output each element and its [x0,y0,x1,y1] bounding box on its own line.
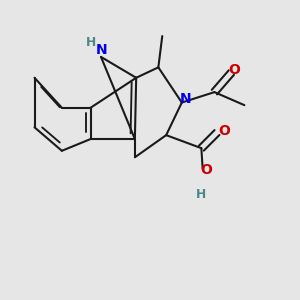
Text: N: N [179,92,191,106]
Text: O: O [200,163,212,177]
Text: O: O [228,63,240,76]
Text: N: N [96,44,107,58]
Text: H: H [196,188,206,201]
Text: O: O [218,124,230,138]
Text: H: H [86,36,96,49]
